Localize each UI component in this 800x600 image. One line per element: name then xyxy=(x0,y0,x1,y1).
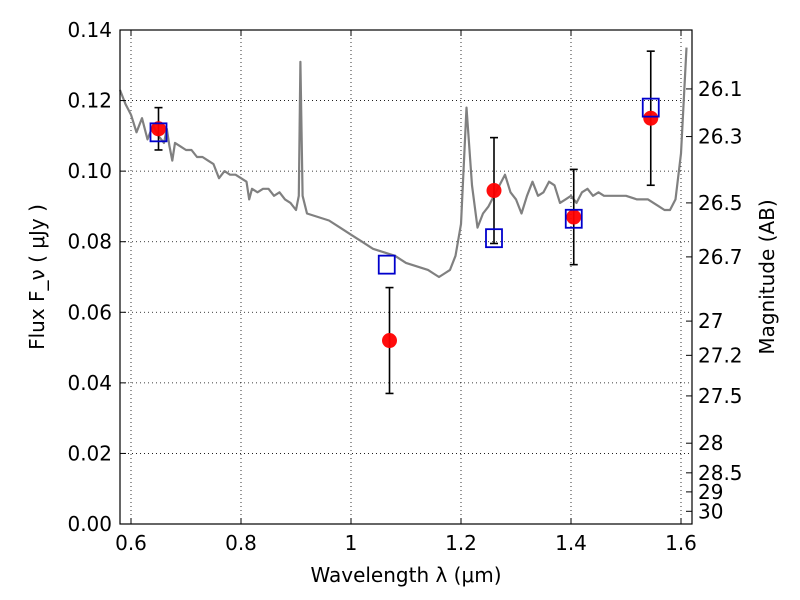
model-square xyxy=(641,97,660,118)
y-ticks: 0.00 0.02 0.04 0.06 0.08 0.10 0.12 0.14 xyxy=(67,18,126,536)
observed-point xyxy=(382,333,397,349)
mag-tick-label: 28 xyxy=(698,431,723,455)
y-tick-label: 0.12 xyxy=(67,89,112,113)
x-tick-label: 1.6 xyxy=(665,531,697,555)
mag-tick-label: 29 xyxy=(698,480,723,504)
x-axis-label: Wavelength λ (μm) xyxy=(310,563,501,587)
model-square xyxy=(485,228,503,249)
model-sed-curve xyxy=(118,47,688,279)
y-tick-label: 0.04 xyxy=(67,371,112,395)
x-tick-label: 0.8 xyxy=(225,531,257,555)
x-tick-label: 1 xyxy=(345,531,358,555)
observed-points xyxy=(151,110,659,349)
y-axis-label: Flux F_ν ( μJy ) xyxy=(25,204,49,350)
mag-tick-label: 27.5 xyxy=(698,384,743,408)
y-tick-label: 0.02 xyxy=(67,441,112,465)
mag-tick-label: 30 xyxy=(698,499,723,523)
observed-point xyxy=(486,183,502,199)
model-square xyxy=(149,122,168,143)
model-squares xyxy=(149,97,660,275)
y-tick-label: 0.00 xyxy=(67,512,112,536)
observed-point xyxy=(643,110,659,126)
y-tick-label: 0.06 xyxy=(67,300,112,324)
x-tick-label: 1.4 xyxy=(555,531,587,555)
mag-tick-label: 28.5 xyxy=(698,461,743,485)
observed-point xyxy=(566,209,582,225)
mag-tick-label: 27.2 xyxy=(698,343,743,367)
sed-line xyxy=(118,47,688,279)
mag-tick-label: 26.3 xyxy=(698,125,743,149)
y-tick-label: 0.10 xyxy=(67,159,112,183)
plot-area xyxy=(120,30,692,524)
x-tick-label: 0.6 xyxy=(115,531,147,555)
observed-point xyxy=(151,121,166,137)
right-axis-label: Magnitude (AB) xyxy=(755,199,779,354)
mag-tick-label: 27 xyxy=(698,309,723,333)
mag-tick-label: 26.5 xyxy=(698,191,743,215)
x-tick-label: 1.2 xyxy=(445,531,477,555)
plot-frame xyxy=(119,29,693,525)
model-square xyxy=(564,208,583,229)
mag-tick-label: 26.7 xyxy=(698,245,743,269)
mag-tick-label: 26.1 xyxy=(698,77,743,101)
y-tick-label: 0.08 xyxy=(67,230,112,254)
x-ticks: 0.6 0.8 1 1.2 1.4 1.6 xyxy=(115,30,697,555)
model-square xyxy=(377,254,396,275)
y-tick-label: 0.14 xyxy=(67,18,112,42)
